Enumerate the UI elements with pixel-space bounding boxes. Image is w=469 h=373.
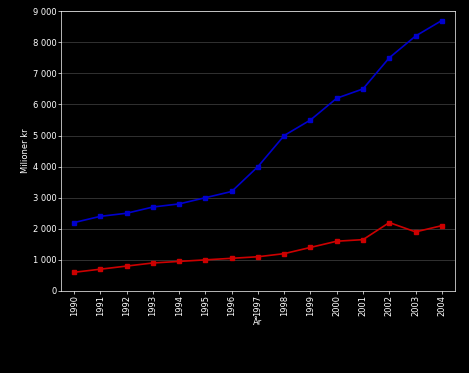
Eksport (413, 230, 418, 234)
Import (176, 202, 182, 206)
Import (71, 220, 77, 225)
Eksport (439, 223, 445, 228)
Eksport (203, 258, 208, 262)
Import (386, 56, 392, 60)
X-axis label: År: År (253, 318, 263, 327)
Import (281, 133, 287, 138)
Eksport (255, 254, 261, 259)
Eksport (281, 251, 287, 256)
Eksport (98, 267, 103, 272)
Import (98, 214, 103, 219)
Eksport (229, 256, 234, 260)
Y-axis label: Milioner kr: Milioner kr (21, 129, 30, 173)
Eksport (176, 259, 182, 264)
Eksport (124, 264, 129, 268)
Import (413, 34, 418, 38)
Import (229, 189, 234, 194)
Line: Eksport: Eksport (72, 220, 444, 275)
Import (308, 118, 313, 122)
Import (124, 211, 129, 216)
Eksport (308, 245, 313, 250)
Import (255, 164, 261, 169)
Eksport (360, 238, 366, 242)
Import (203, 195, 208, 200)
Import (150, 205, 156, 209)
Eksport (334, 239, 340, 244)
Eksport (71, 270, 77, 275)
Eksport (386, 220, 392, 225)
Import (360, 87, 366, 91)
Import (439, 18, 445, 23)
Line: Import: Import (72, 18, 444, 225)
Eksport (150, 261, 156, 265)
Import (334, 96, 340, 100)
